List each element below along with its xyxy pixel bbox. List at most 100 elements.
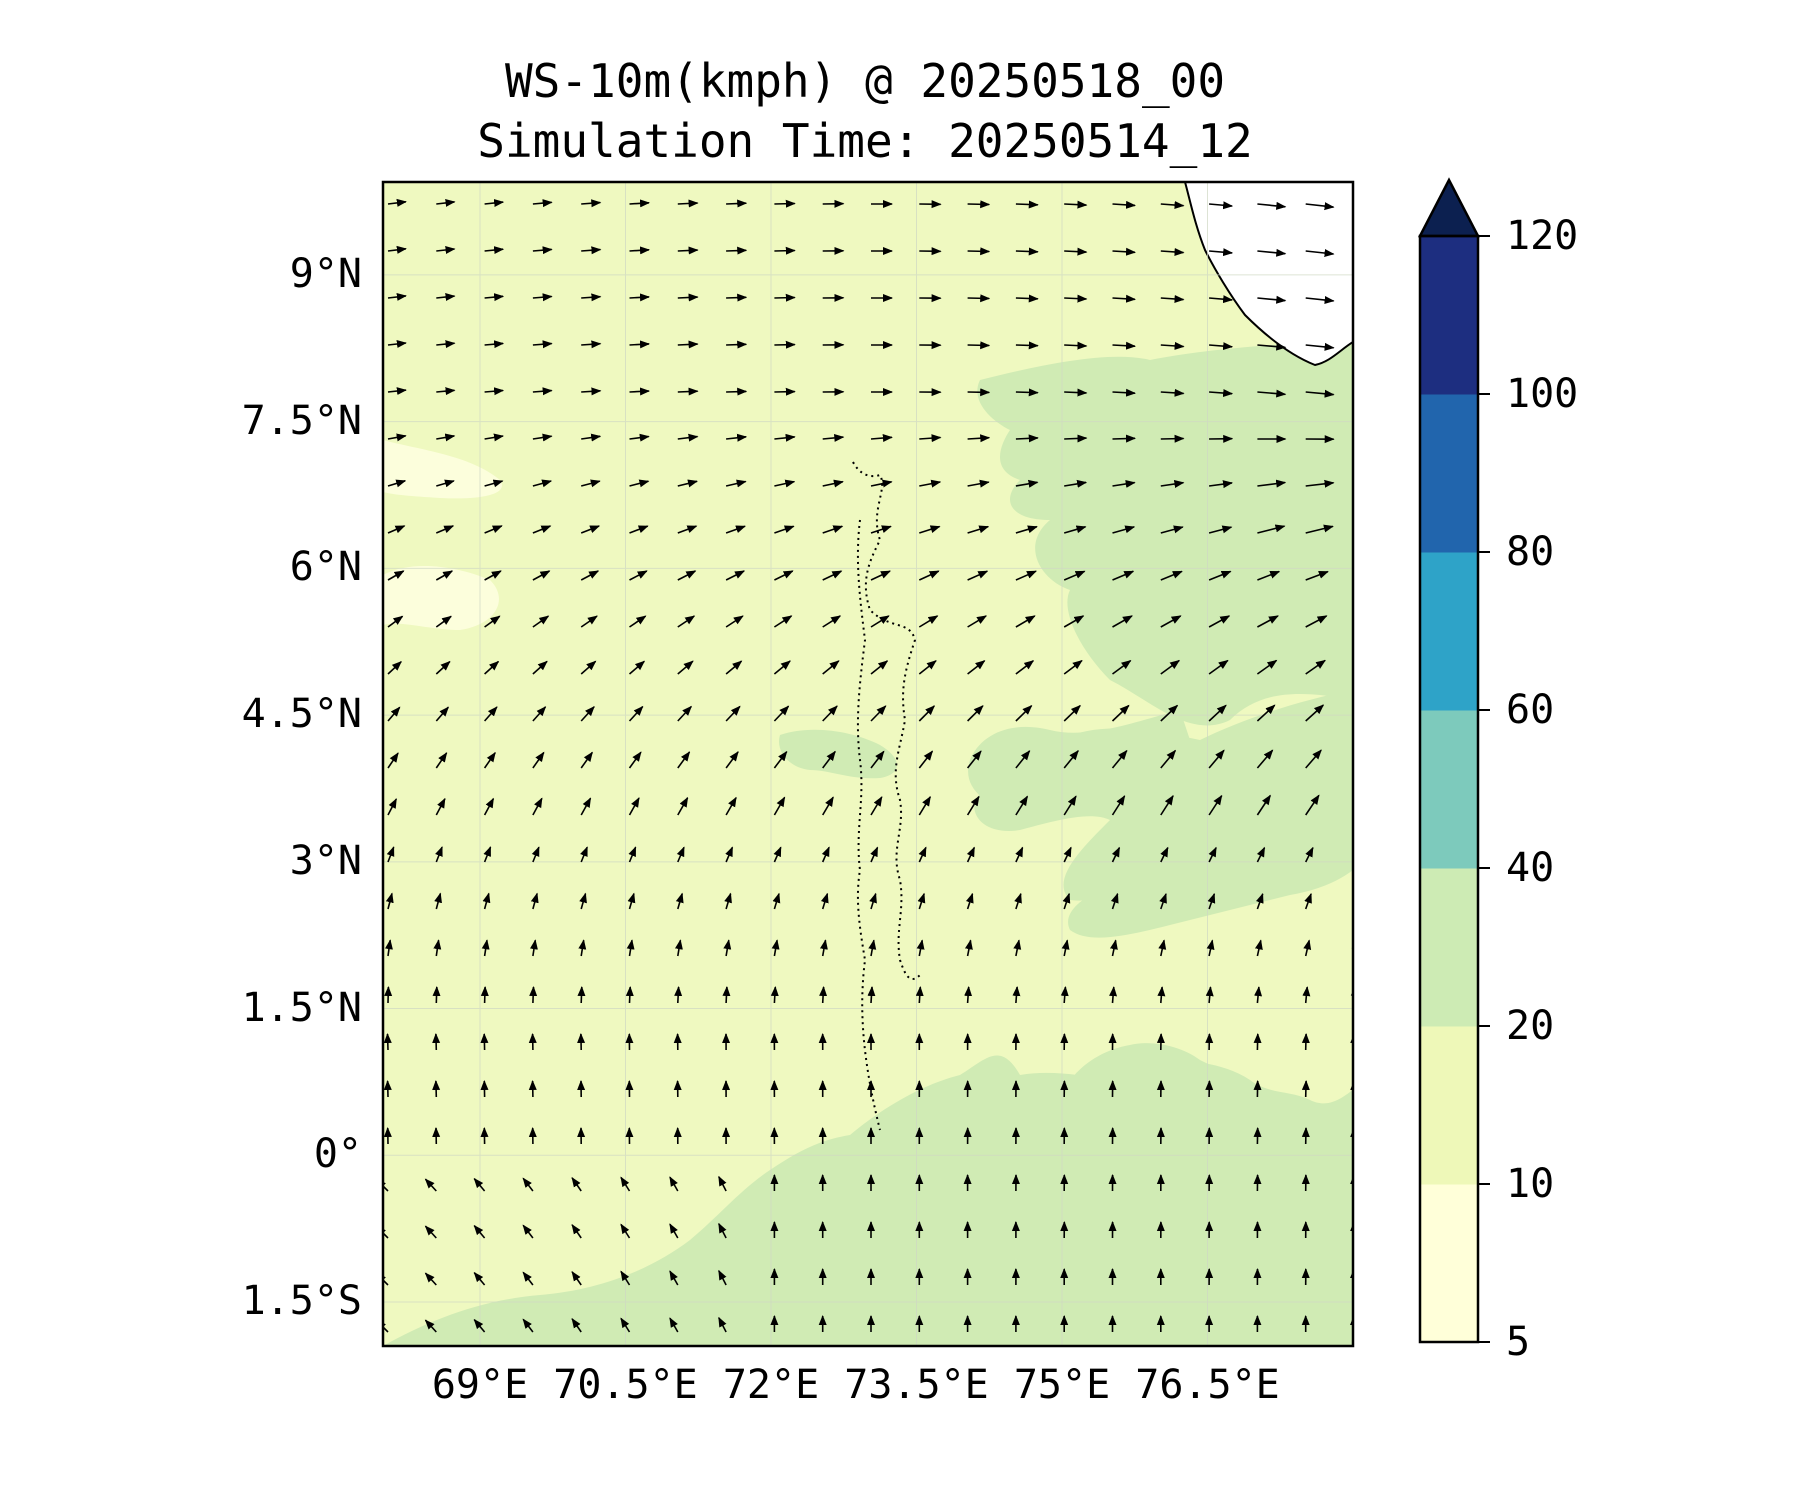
- wind-arrow: [822, 615, 842, 628]
- wind-arrow: [1060, 986, 1069, 1004]
- colorbar-tick-label: 5: [1506, 1319, 1531, 1365]
- wind-arrow: [1209, 389, 1234, 398]
- wind-arrow: [1257, 201, 1287, 210]
- wind-arrow: [484, 479, 504, 488]
- wind-arrow: [628, 797, 640, 816]
- wind-arrow: [1111, 795, 1126, 816]
- wind-arrow: [620, 1317, 631, 1333]
- wind-arrow: [435, 706, 449, 722]
- wind-arrow: [434, 892, 442, 910]
- wind-arrow: [1209, 295, 1234, 304]
- wind-arrow: [967, 341, 991, 350]
- wind-arrow: [774, 570, 794, 581]
- wind-arrow: [628, 846, 637, 863]
- wind-arrow: [1256, 846, 1266, 863]
- wind-arrow: [387, 387, 407, 396]
- wind-arrow: [1354, 251, 1382, 254]
- wind-arrow: [1354, 750, 1370, 768]
- wind-arrow: [774, 293, 796, 302]
- wind-arrow: [1111, 846, 1121, 863]
- wind-arrow: [774, 199, 796, 208]
- wind-arrow: [725, 660, 743, 675]
- wind-arrow: [1354, 795, 1368, 815]
- wind-arrow: [1063, 750, 1079, 769]
- wind-arrow: [1064, 341, 1088, 350]
- wind-arrow: [480, 986, 489, 1004]
- colorbar-tick-label: 100: [1506, 371, 1579, 417]
- wind-arrow: [1305, 524, 1334, 534]
- wind-arrow: [1064, 388, 1088, 397]
- lat-tick-label: 1.5°N: [241, 984, 362, 1031]
- wind-arrow: [1112, 341, 1136, 350]
- wind-arrow: [964, 986, 973, 1004]
- wind-arrow: [530, 892, 539, 910]
- wind-arrow: [916, 939, 925, 957]
- wind-arrow: [580, 479, 601, 488]
- wind-arrow: [868, 939, 877, 957]
- wind-arrow: [387, 479, 407, 488]
- wind-arrow: [1111, 749, 1128, 769]
- wind-arrow: [629, 479, 650, 488]
- wind-arrow: [473, 1271, 486, 1286]
- wind-arrow: [1354, 848, 1361, 862]
- wind-arrow: [1354, 705, 1372, 721]
- wind-arrow: [581, 293, 602, 302]
- wind-arrow: [677, 340, 699, 349]
- wind-arrow: [522, 1271, 534, 1286]
- wind-arrow: [432, 986, 441, 1004]
- map-frame: [381, 180, 1355, 1348]
- wind-arrow: [1112, 388, 1136, 397]
- wind-arrow: [1305, 249, 1335, 258]
- wind-arrow: [1012, 986, 1021, 1004]
- wind-arrow: [1160, 659, 1181, 675]
- wind-arrow: [1160, 247, 1185, 256]
- wind-arrow: [677, 570, 697, 581]
- wind-arrow: [967, 294, 991, 303]
- wind-arrow: [669, 1317, 679, 1333]
- calm-patch-west-mid: [383, 565, 499, 630]
- wind-arrow: [1160, 846, 1169, 863]
- wind-arrow: [1160, 294, 1185, 303]
- wind-arrow: [383, 1225, 389, 1239]
- wind-arrow: [433, 939, 442, 957]
- wind-arrow: [965, 892, 974, 910]
- wind-arrow: [773, 615, 793, 628]
- wind-arrow: [1063, 570, 1086, 581]
- wind-arrow: [1112, 480, 1136, 488]
- lat-tick-label: 0°: [313, 1131, 362, 1178]
- wind-arrow: [1256, 704, 1276, 722]
- wind-arrow: [822, 570, 843, 581]
- lat-tick-label: 4.5°N: [241, 691, 362, 738]
- wind-arrow: [723, 939, 732, 957]
- wind-arrow: [387, 525, 406, 534]
- colorbar-segment: [1420, 236, 1478, 395]
- wind-arrow: [1015, 294, 1039, 303]
- wind-arrow: [1015, 705, 1033, 722]
- wind-arrow: [1302, 986, 1311, 1004]
- wind-arrow: [1063, 615, 1085, 628]
- wind-arrow: [1354, 392, 1382, 395]
- wind-arrow: [1160, 341, 1185, 350]
- wind-arrow: [435, 846, 443, 863]
- wind-arrow: [1305, 659, 1326, 675]
- wind-arrow: [626, 939, 635, 957]
- wind-arrow: [919, 434, 942, 443]
- wind-arrow: [580, 525, 601, 534]
- wind-arrow: [726, 433, 748, 442]
- wind-arrow: [1354, 439, 1382, 440]
- wind-arrow: [532, 570, 551, 581]
- wind-arrow: [580, 660, 597, 675]
- wind-arrow: [1257, 524, 1286, 534]
- colorbar-segment: [1420, 868, 1478, 1027]
- wind-arrow: [529, 939, 538, 957]
- wind-arrow: [1160, 525, 1184, 534]
- wind-arrow: [473, 1177, 486, 1192]
- wind-arrow: [966, 846, 976, 863]
- wind-arrow: [725, 525, 746, 534]
- wind-arrow: [1354, 483, 1382, 486]
- wind-arrow: [620, 1223, 631, 1239]
- wind-arrow: [1112, 659, 1132, 675]
- wind-arrow: [1257, 295, 1287, 304]
- india-landmass: [1183, 182, 1353, 367]
- wind-arrow: [1208, 659, 1229, 675]
